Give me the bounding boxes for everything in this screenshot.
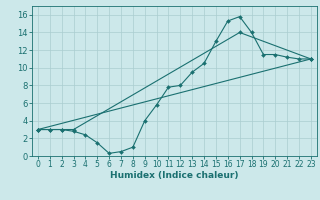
- X-axis label: Humidex (Indice chaleur): Humidex (Indice chaleur): [110, 171, 239, 180]
